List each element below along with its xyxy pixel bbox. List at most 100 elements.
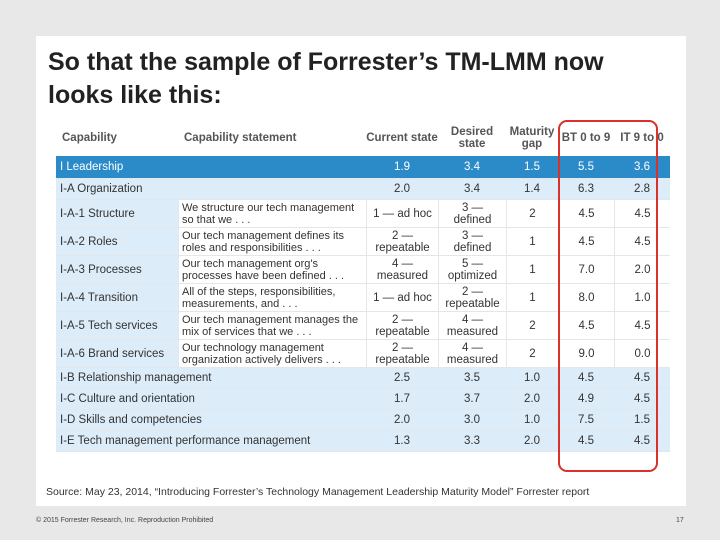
table-row: I-E Tech management performance manageme…	[56, 431, 670, 452]
desired-state-cell: 3.3	[438, 431, 506, 452]
capability-cell: I-A-4 Transition	[56, 284, 178, 312]
maturity-table: Capability Capability statement Current …	[56, 120, 670, 452]
desired-state-cell: 4 — measured	[438, 340, 506, 368]
bt-cell: 5.5	[558, 156, 614, 179]
maturity-gap-cell: 2	[506, 340, 558, 368]
bt-cell: 7.0	[558, 256, 614, 284]
it-cell: 4.5	[614, 228, 670, 256]
maturity-gap-cell: 2	[506, 200, 558, 228]
table-row: I-A-3 Processes Our tech management org's…	[56, 256, 670, 284]
current-state-cell: 1.7	[366, 389, 438, 410]
bt-cell: 7.5	[558, 410, 614, 431]
bt-cell: 6.3	[558, 179, 614, 200]
capability-cell: I Leadership	[56, 156, 366, 179]
desired-state-cell: 5 — optimized	[438, 256, 506, 284]
maturity-gap-cell: 1.0	[506, 410, 558, 431]
header-maturity-gap: Maturity gap	[509, 126, 555, 150]
desired-state-cell: 3.0	[438, 410, 506, 431]
header-it: IT 9 to 0	[620, 132, 664, 144]
it-cell: 3.6	[614, 156, 670, 179]
current-state-cell: 1.9	[366, 156, 438, 179]
desired-state-cell: 3.4	[438, 156, 506, 179]
table-row: I-A Organization 2.0 3.4 1.4 6.3 2.8	[56, 179, 670, 200]
capability-cell: I-C Culture and orientation	[56, 389, 366, 410]
desired-state-cell: 3 — defined	[438, 228, 506, 256]
maturity-gap-cell: 1	[506, 256, 558, 284]
header-current-state: Current state	[366, 132, 438, 144]
it-cell: 4.5	[614, 312, 670, 340]
capability-cell: I-E Tech management performance manageme…	[56, 431, 366, 452]
capability-cell: I-A-6 Brand services	[56, 340, 178, 368]
maturity-gap-cell: 1.4	[506, 179, 558, 200]
statement-cell: Our tech management manages the mix of s…	[178, 312, 366, 340]
capability-cell: I-B Relationship management	[56, 368, 366, 389]
capability-cell: I-A-3 Processes	[56, 256, 178, 284]
source-note: Source: May 23, 2014, “Introducing Forre…	[46, 486, 590, 498]
current-state-cell: 2 — repeatable	[366, 312, 438, 340]
current-state-cell: 2.5	[366, 368, 438, 389]
footer-page-number: 17	[676, 517, 684, 524]
capability-cell: I-A-2 Roles	[56, 228, 178, 256]
header-desired-state: Desired state	[450, 126, 494, 150]
bt-cell: 4.5	[558, 200, 614, 228]
footer-copyright: © 2015 Forrester Research, Inc. Reproduc…	[36, 517, 214, 524]
statement-cell: We structure our tech management so that…	[178, 200, 366, 228]
table-body: I Leadership 1.9 3.4 1.5 5.5 3.6 I-A Organizat…	[56, 156, 670, 452]
it-cell: 4.5	[614, 368, 670, 389]
bt-cell: 4.5	[558, 431, 614, 452]
bt-cell: 4.5	[558, 368, 614, 389]
bt-cell: 8.0	[558, 284, 614, 312]
desired-state-cell: 4 — measured	[438, 312, 506, 340]
it-cell: 4.5	[614, 389, 670, 410]
statement-cell: Our tech management org's processes have…	[178, 256, 366, 284]
current-state-cell: 2 — repeatable	[366, 340, 438, 368]
capability-cell: I-A-5 Tech services	[56, 312, 178, 340]
maturity-gap-cell: 1.5	[506, 156, 558, 179]
current-state-cell: 4 — measured	[366, 256, 438, 284]
capability-cell: I-A-1 Structure	[56, 200, 178, 228]
table-header-row: Capability Capability statement Current …	[56, 120, 670, 156]
current-state-cell: 1.3	[366, 431, 438, 452]
maturity-gap-cell: 2.0	[506, 389, 558, 410]
it-cell: 0.0	[614, 340, 670, 368]
current-state-cell: 2.0	[366, 410, 438, 431]
capability-cell: I-D Skills and competencies	[56, 410, 366, 431]
it-cell: 2.8	[614, 179, 670, 200]
desired-state-cell: 3 — defined	[438, 200, 506, 228]
table-row: I Leadership 1.9 3.4 1.5 5.5 3.6	[56, 156, 670, 179]
table-row: I-C Culture and orientation 1.7 3.7 2.0 4.9 4…	[56, 389, 670, 410]
table-row: I-A-1 Structure We structure our tech man…	[56, 200, 670, 228]
bt-cell: 4.9	[558, 389, 614, 410]
bt-cell: 9.0	[558, 340, 614, 368]
desired-state-cell: 3.7	[438, 389, 506, 410]
desired-state-cell: 3.4	[438, 179, 506, 200]
current-state-cell: 2.0	[366, 179, 438, 200]
maturity-gap-cell: 1.0	[506, 368, 558, 389]
maturity-gap-cell: 1	[506, 284, 558, 312]
table-row: I-D Skills and competencies 2.0 3.0 1.0 7.5 1…	[56, 410, 670, 431]
it-cell: 4.5	[614, 200, 670, 228]
table-row: I-A-5 Tech services Our tech management m…	[56, 312, 670, 340]
current-state-cell: 2 — repeatable	[366, 228, 438, 256]
header-capability: Capability	[62, 132, 117, 144]
header-capability-statement: Capability statement	[184, 132, 297, 144]
it-cell: 1.0	[614, 284, 670, 312]
desired-state-cell: 3.5	[438, 368, 506, 389]
bt-cell: 4.5	[558, 312, 614, 340]
slide-title: So that the sample of Forrester’s TM-LMM…	[48, 48, 604, 109]
capability-cell: I-A Organization	[56, 179, 366, 200]
current-state-cell: 1 — ad hoc	[366, 284, 438, 312]
maturity-gap-cell: 1	[506, 228, 558, 256]
current-state-cell: 1 — ad hoc	[366, 200, 438, 228]
maturity-gap-cell: 2.0	[506, 431, 558, 452]
header-bt: BT 0 to 9	[561, 132, 611, 144]
it-cell: 2.0	[614, 256, 670, 284]
bt-cell: 4.5	[558, 228, 614, 256]
maturity-gap-cell: 2	[506, 312, 558, 340]
it-cell: 1.5	[614, 410, 670, 431]
statement-cell: Our technology management organization a…	[178, 340, 366, 368]
slide: So that the sample of Forrester’s TM-LMM…	[36, 36, 686, 506]
table-row: I-A-2 Roles Our tech management defines i…	[56, 228, 670, 256]
table-row: I-A-6 Brand services Our technology manag…	[56, 340, 670, 368]
table-row: I-A-4 Transition All of the steps, respon…	[56, 284, 670, 312]
